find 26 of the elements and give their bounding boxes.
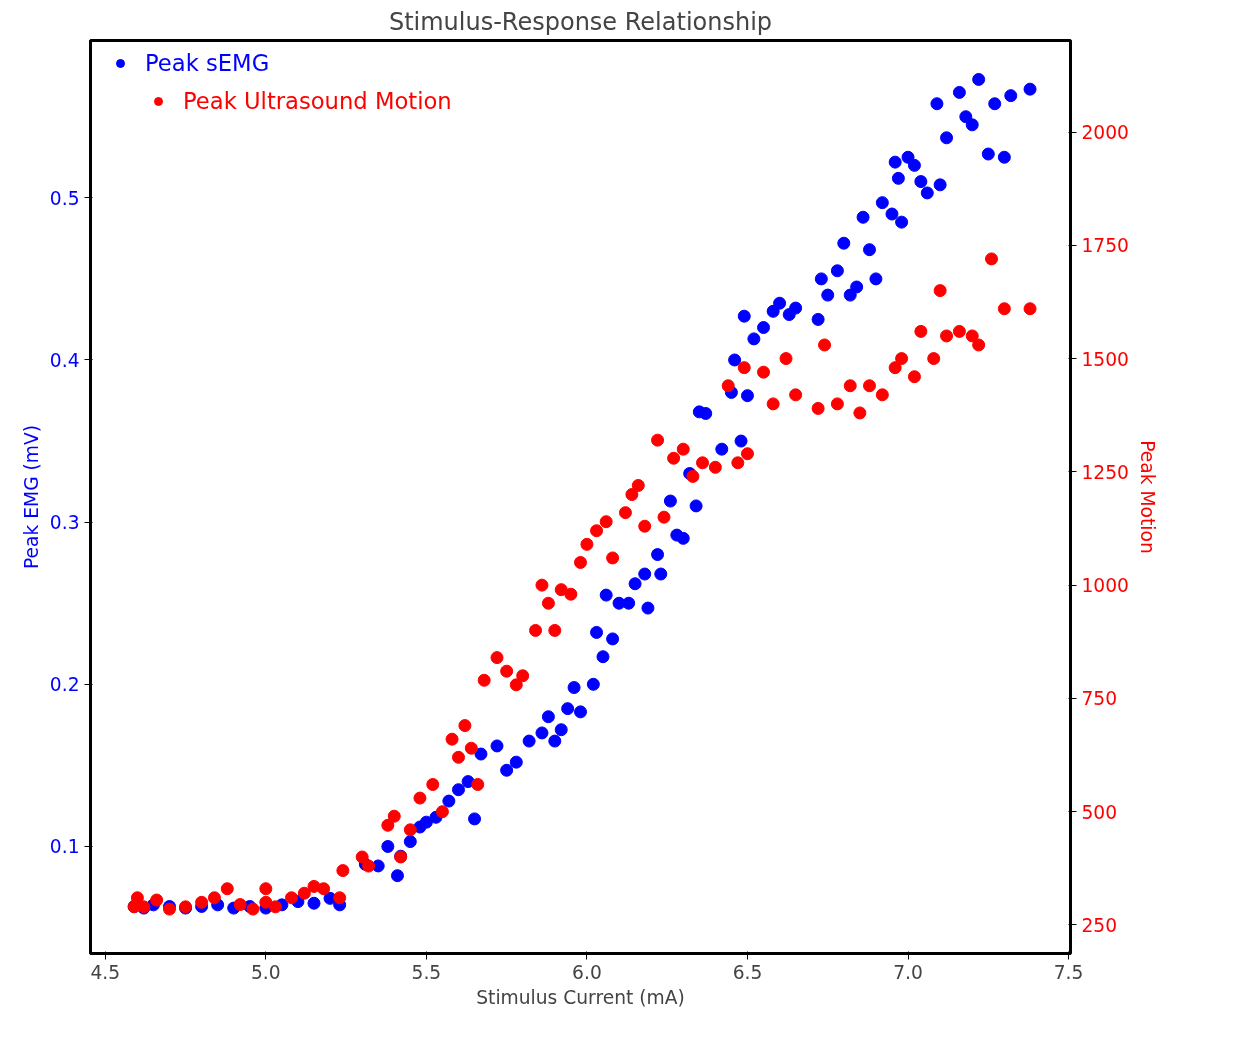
x-tick-label: 5.5 — [411, 961, 442, 983]
y2-tick-label: 1250 — [1081, 461, 1129, 483]
legend-label: Peak Ultrasound Motion — [183, 88, 452, 114]
x-tick-label: 7.5 — [1053, 961, 1084, 983]
x-tick-label: 4.5 — [90, 961, 121, 983]
y2-tick-label: 1750 — [1081, 235, 1129, 257]
x-axis-title: Stimulus Current (mA) — [476, 986, 685, 1008]
y-tick-label: 0.1 — [49, 836, 80, 858]
y-tick-label: 0.5 — [49, 187, 80, 209]
x-tick-label: 5.0 — [250, 961, 281, 983]
x-tick-label: 6.0 — [572, 961, 602, 983]
legend-label: Peak sEMG — [145, 50, 270, 76]
y2-tick-label: 500 — [1081, 801, 1118, 823]
y2-tick-label: 1500 — [1081, 348, 1129, 370]
chart-title: Stimulus-Response Relationship — [388, 7, 773, 36]
y-tick-label: 0.2 — [49, 674, 80, 696]
y-axis-title: Peak EMG (mV) — [20, 425, 42, 569]
x-tick-label: 6.5 — [732, 961, 763, 983]
y2-tick-label: 1000 — [1081, 575, 1129, 597]
y-tick-label: 0.3 — [49, 512, 80, 534]
y-tick-label: 0.4 — [49, 349, 80, 371]
y2-tick-label: 250 — [1081, 914, 1118, 936]
y2-axis-title: Peak Motion — [1136, 440, 1158, 554]
y2-tick-label: 2000 — [1081, 122, 1129, 144]
y2-tick-label: 750 — [1081, 688, 1118, 710]
x-tick-label: 7.0 — [893, 961, 923, 983]
